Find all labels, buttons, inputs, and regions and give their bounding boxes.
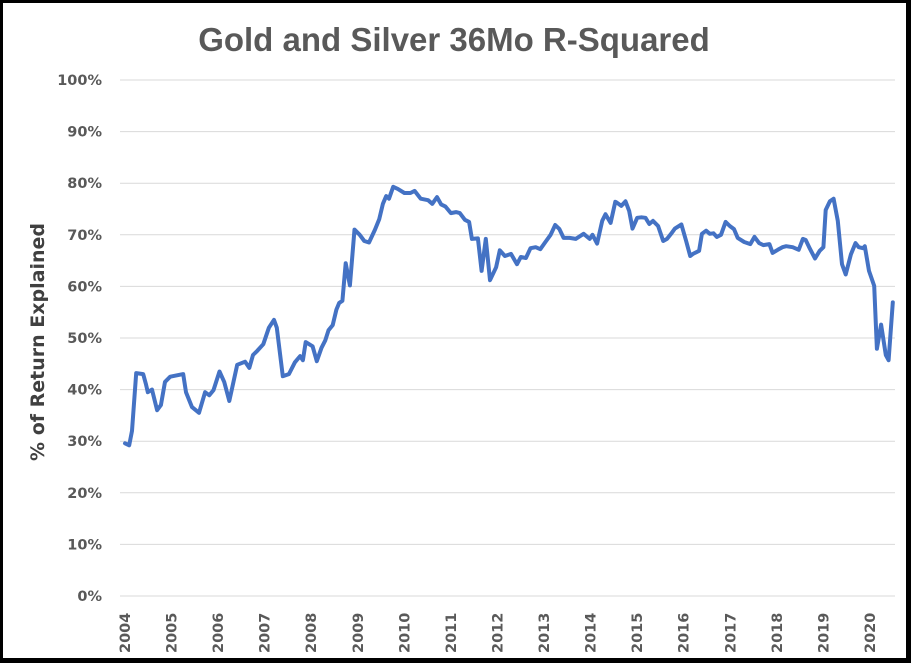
x-tick-label: 2016 (677, 613, 693, 653)
series-group (123, 184, 895, 448)
x-tick-label: 2009 (351, 613, 367, 653)
x-tick-label: 2019 (816, 613, 832, 653)
y-tick-label: 0% (77, 589, 102, 605)
x-tick-label: 2017 (723, 613, 739, 653)
y-tick-label: 40% (67, 383, 102, 399)
y-axis-ticks: 0% 10% 20% 30% 40% 50% 60% 70% 80% 90% 100% (57, 73, 102, 605)
y-tick-label: 20% (67, 486, 102, 502)
y-axis-label: % of Return Explained (27, 223, 49, 461)
x-tick-label: 2010 (397, 613, 413, 653)
x-tick-label: 2004 (118, 613, 134, 653)
x-tick-label: 2014 (584, 613, 600, 653)
y-tick-label: 80% (67, 176, 102, 192)
y-tick-label: 10% (67, 537, 102, 553)
y-tick-label: 60% (67, 279, 102, 295)
y-tick-label: 70% (67, 228, 102, 244)
x-tick-label: 2011 (444, 613, 460, 653)
x-tick-label: 2013 (537, 613, 553, 653)
chart-frame: Gold and Silver 36Mo R-Squared 0% 10% 20% 3… (3, 3, 906, 658)
line-chart: Gold and Silver 36Mo R-Squared 0% 10% 20% 3… (27, 21, 895, 653)
x-tick-label: 2012 (490, 613, 506, 653)
x-tick-label: 2007 (258, 613, 274, 653)
y-tick-label: 30% (67, 434, 102, 450)
gridlines (120, 79, 895, 597)
x-axis-ticks: 2004 2005 2006 2007 2008 2009 2010 2011 2012 2013… (118, 613, 879, 653)
x-tick-label: 2005 (165, 613, 181, 653)
x-tick-label: 2015 (630, 613, 646, 653)
y-tick-label: 90% (67, 125, 102, 141)
chart-title: Gold and Silver 36Mo R-Squared (198, 21, 710, 58)
x-tick-label: 2006 (211, 613, 227, 653)
y-tick-label: 50% (67, 331, 102, 347)
x-tick-label: 2008 (304, 613, 320, 653)
x-tick-label: 2018 (770, 613, 786, 653)
y-tick-label: 100% (57, 73, 102, 89)
series-line (123, 184, 895, 448)
x-tick-label: 2020 (863, 613, 879, 653)
